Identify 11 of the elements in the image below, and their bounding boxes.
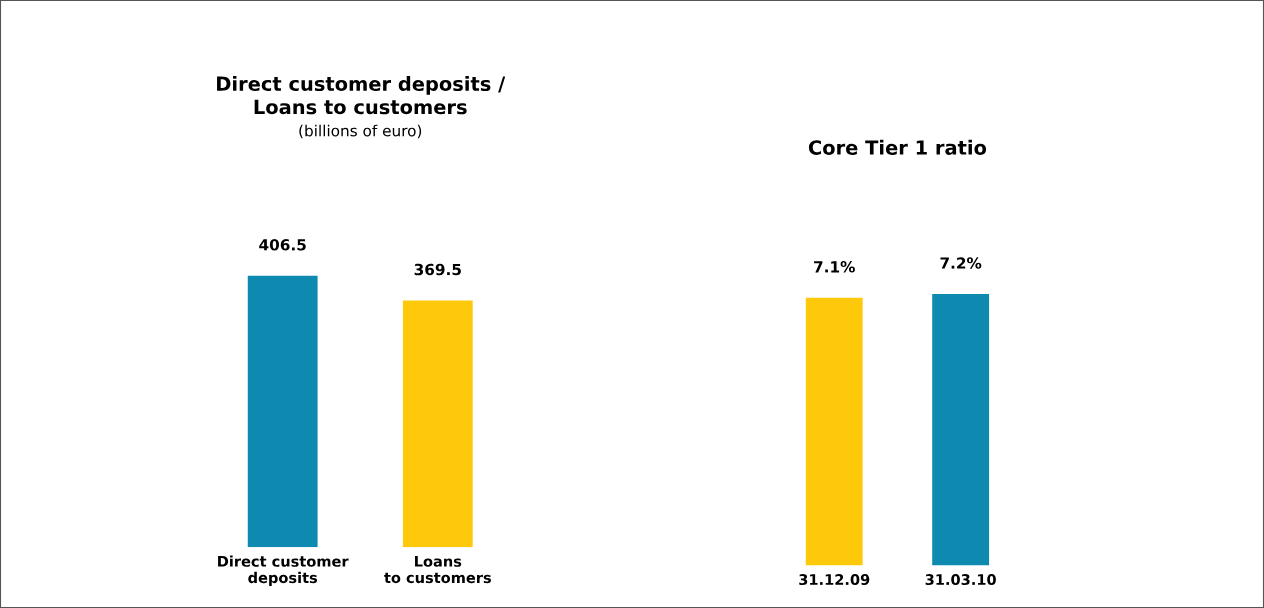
- data-label: 369.5: [414, 263, 461, 276]
- data-label: 406.5: [259, 239, 306, 251]
- x-tick-label: Loans to customers: [384, 555, 491, 584]
- chart-subtitle: (billions of euro): [299, 124, 422, 139]
- x-tick-label: 31.12.09: [799, 574, 870, 586]
- x-tick-label: 31.03.10: [925, 574, 996, 586]
- data-label: 7.2%: [940, 257, 982, 269]
- data-label: 7.1%: [814, 261, 855, 273]
- chart-title: Core Tier 1 ratio: [808, 139, 987, 155]
- chart-title: Direct customer deposits / Loans to customers: [217, 76, 506, 115]
- x-tick-label: Direct customer deposits: [218, 555, 349, 586]
